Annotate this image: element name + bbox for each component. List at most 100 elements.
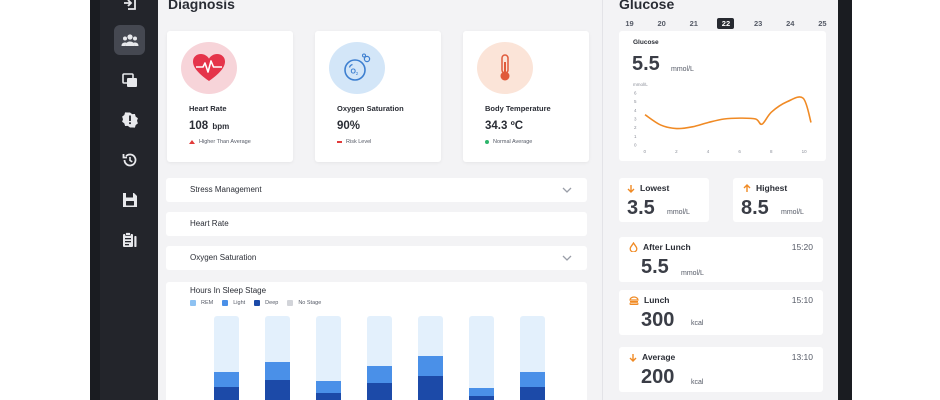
device-frame-left	[90, 0, 100, 400]
heart-pulse-icon	[181, 42, 237, 94]
date-24[interactable]: 24	[786, 19, 795, 28]
history-icon[interactable]	[114, 145, 145, 175]
login-icon[interactable]	[114, 0, 145, 18]
x-tick-label: 6	[738, 149, 741, 154]
after-lunch-card[interactable]: After Lunch 15:20 5.5 mmol/L	[619, 237, 823, 282]
page-title: Diagnosis	[168, 0, 235, 12]
entry-unit: mmol/L	[681, 270, 704, 277]
glucose-card-label: Glucose	[633, 39, 659, 46]
deep-segment	[316, 392, 341, 400]
light-segment	[316, 380, 341, 393]
svg-text:O: O	[351, 69, 357, 76]
legend-item-rem: REM	[190, 300, 213, 306]
sleep-bar[interactable]	[418, 316, 443, 400]
x-tick-label: 2	[675, 149, 678, 154]
lowest-value: 3.5	[627, 197, 655, 219]
stat-head: After Lunch	[629, 242, 691, 252]
deep-segment	[520, 386, 545, 400]
light-segment	[520, 372, 545, 387]
sleep-bar[interactable]	[316, 316, 341, 400]
heart-rate-card[interactable]: Heart Rate 108 bpm Higher Than Average	[167, 31, 293, 162]
normal-dot-icon	[485, 140, 489, 144]
metric-label: Oxygen Saturation	[337, 104, 404, 113]
save-icon[interactable]	[114, 185, 145, 215]
x-tick-label: 0	[644, 149, 647, 154]
metric-value: 34.3 ºC	[485, 120, 524, 132]
deep-segment	[214, 386, 239, 400]
glucose-title: Glucose	[619, 0, 675, 12]
burger-icon	[629, 295, 639, 305]
glucose-unit: mmol/L	[671, 66, 694, 73]
svg-text:2: 2	[356, 71, 359, 76]
oxygen-saturation-card[interactable]: O 2 Oxygen Saturation 90% Risk Level	[315, 31, 441, 162]
records-icon[interactable]	[114, 65, 145, 95]
y-tick-label: 3	[634, 117, 637, 122]
drop-icon	[629, 242, 638, 252]
entry-unit: kcal	[691, 320, 704, 327]
patients-icon[interactable]	[114, 25, 145, 55]
arrow-up-icon	[189, 140, 195, 144]
light-segment	[469, 388, 494, 397]
average-card[interactable]: Average 13:10 200 kcal	[619, 347, 823, 392]
legend-swatch	[254, 300, 261, 306]
date-19[interactable]: 19	[625, 19, 634, 28]
deep-segment	[469, 396, 494, 400]
lunch-card[interactable]: Lunch 15:10 300 kcal	[619, 290, 823, 335]
sleep-bar[interactable]	[469, 316, 494, 400]
entry-time: 15:20	[791, 242, 813, 252]
date-25[interactable]: 25	[818, 19, 827, 28]
stat-head: Lunch	[629, 295, 670, 305]
highest-unit: mmol/L	[781, 209, 804, 216]
risk-dash-icon	[337, 141, 342, 143]
entry-value: 300	[641, 309, 675, 331]
date-21[interactable]: 21	[689, 19, 698, 28]
alert-icon[interactable]	[114, 105, 145, 135]
entry-unit: kcal	[691, 379, 704, 386]
accordion-heart-rate[interactable]: Heart Rate	[166, 212, 587, 236]
glucose-panel: Glucose 19 20 21 22 23 24 25 Glucose 5.5 mmol/…	[602, 0, 838, 400]
sleep-stage-chart: Hours In Sleep Stage REM Light Deep No S…	[166, 282, 587, 400]
metric-value: 90%	[337, 120, 361, 132]
legend-item-deep: Deep	[254, 300, 278, 306]
arrow-down-icon	[627, 184, 635, 193]
date-20[interactable]: 20	[657, 19, 666, 28]
sleep-bar[interactable]	[214, 316, 239, 400]
sleep-bar[interactable]	[520, 316, 545, 400]
accordion-oxygen-saturation[interactable]: Oxygen Saturation	[166, 246, 587, 270]
date-23[interactable]: 23	[753, 19, 763, 28]
device-frame-right	[838, 0, 852, 400]
glucose-line-chart: 0 1 2 3 4 5 6 0 2 4 6 8 10	[634, 91, 812, 154]
sidebar	[100, 0, 158, 400]
legend-swatch	[222, 300, 229, 306]
accordion-stress-management[interactable]: Stress Management	[166, 178, 587, 202]
accordion-label: Stress Management	[190, 185, 262, 194]
metric-note: Higher Than Average	[189, 139, 251, 145]
y-tick-label: 2	[634, 125, 637, 130]
body-temperature-card[interactable]: Body Temperature 34.3 ºC Normal Average	[463, 31, 589, 162]
legend-swatch	[287, 300, 294, 306]
chart-title: Hours In Sleep Stage	[190, 286, 267, 295]
sleep-bar[interactable]	[367, 316, 392, 400]
glucose-chart-card: Glucose 5.5 mmol/L mmol/L 0 1 2 3 4 5 6 0 2 4 6 8 10	[619, 31, 826, 161]
entry-time: 15:10	[791, 295, 813, 305]
sleep-bar[interactable]	[265, 316, 290, 400]
chevron-down-icon	[562, 187, 572, 193]
clipboard-icon[interactable]	[114, 225, 145, 255]
metric-note: Normal Average	[485, 139, 532, 145]
metric-value: 108 bpm	[189, 120, 230, 132]
deep-segment	[367, 383, 392, 400]
stat-head: Lowest	[627, 183, 669, 193]
legend-item-light: Light	[222, 300, 245, 306]
light-segment	[418, 355, 443, 376]
entry-value: 200	[641, 366, 675, 388]
glucose-value: 5.5	[632, 53, 660, 75]
legend-item-no-stage: No Stage	[287, 300, 321, 306]
glucose-series-line	[644, 96, 812, 130]
diagnosis-panel: Diagnosis Heart Rate 108 bpm Higher Than…	[158, 0, 602, 400]
oxygen-bubble-icon: O 2	[329, 42, 385, 94]
date-22[interactable]: 22	[717, 18, 735, 29]
arrow-down-icon	[629, 353, 637, 362]
chart-legend: REM Light Deep No Stage	[190, 300, 321, 306]
chevron-down-icon	[562, 255, 572, 261]
highest-card: Highest 8.5 mmol/L	[733, 178, 823, 222]
